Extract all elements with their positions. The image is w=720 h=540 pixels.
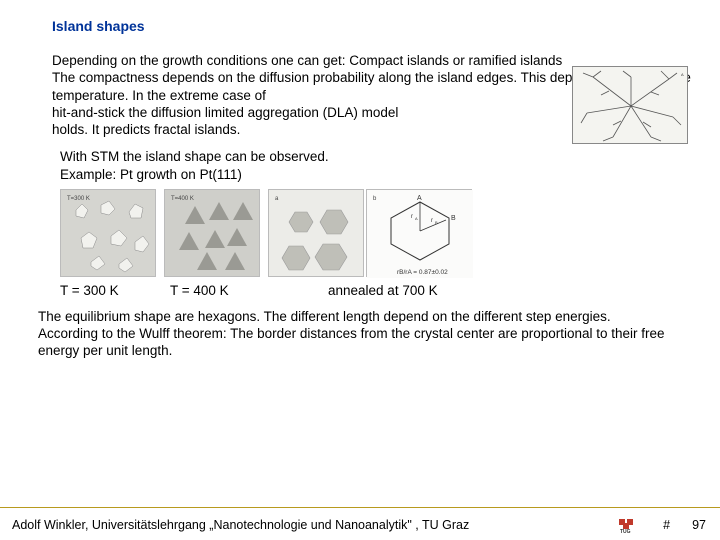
summary-paragraph: The equilibrium shape are hexagons. The …: [38, 308, 692, 360]
svg-text:r: r: [411, 214, 413, 220]
image-hexagon-diagram: A B rA rB rB/rA = 0.87±0.02 b: [366, 189, 472, 277]
slide-title: Island shapes: [52, 18, 702, 34]
caption-row: T = 300 K T = 400 K annealed at 700 K: [60, 283, 702, 298]
svg-text:T=400 K: T=400 K: [171, 196, 194, 202]
image-700k: a: [268, 189, 364, 277]
intro-block: Depending on the growth conditions one c…: [18, 52, 702, 138]
stm-paragraph: With STM the island shape can be observe…: [60, 148, 702, 183]
caption-300k: T = 300 K: [60, 283, 146, 298]
footer-text: Adolf Winkler, Universitätslehrgang „Nan…: [12, 518, 617, 532]
caption-400k: T = 400 K: [170, 283, 256, 298]
caption-700k: annealed at 700 K: [328, 283, 438, 298]
svg-text:A: A: [415, 216, 418, 221]
footer-page-number: 97: [692, 518, 706, 532]
svg-text:B: B: [435, 220, 438, 225]
footer: Adolf Winkler, Universitätslehrgang „Nan…: [0, 510, 720, 540]
svg-text:TUG: TUG: [620, 529, 631, 533]
image-row: T=300 K T=400 K: [60, 189, 702, 277]
dla-fractal-image: A: [572, 66, 688, 144]
svg-text:B: B: [451, 215, 456, 222]
svg-text:rB/rA = 0.87±0.02: rB/rA = 0.87±0.02: [397, 269, 448, 276]
image-400k: T=400 K: [164, 189, 260, 277]
slide: Island shapes Depending on the growth co…: [0, 0, 720, 540]
svg-text:T=300 K: T=300 K: [67, 196, 90, 202]
svg-text:A: A: [417, 195, 422, 202]
footer-hash: #: [663, 518, 670, 532]
image-300k: T=300 K: [60, 189, 156, 277]
footer-divider: [0, 507, 720, 508]
tug-logo-icon: TUG: [617, 517, 639, 533]
svg-text:r: r: [431, 218, 433, 224]
svg-text:A: A: [681, 72, 684, 77]
